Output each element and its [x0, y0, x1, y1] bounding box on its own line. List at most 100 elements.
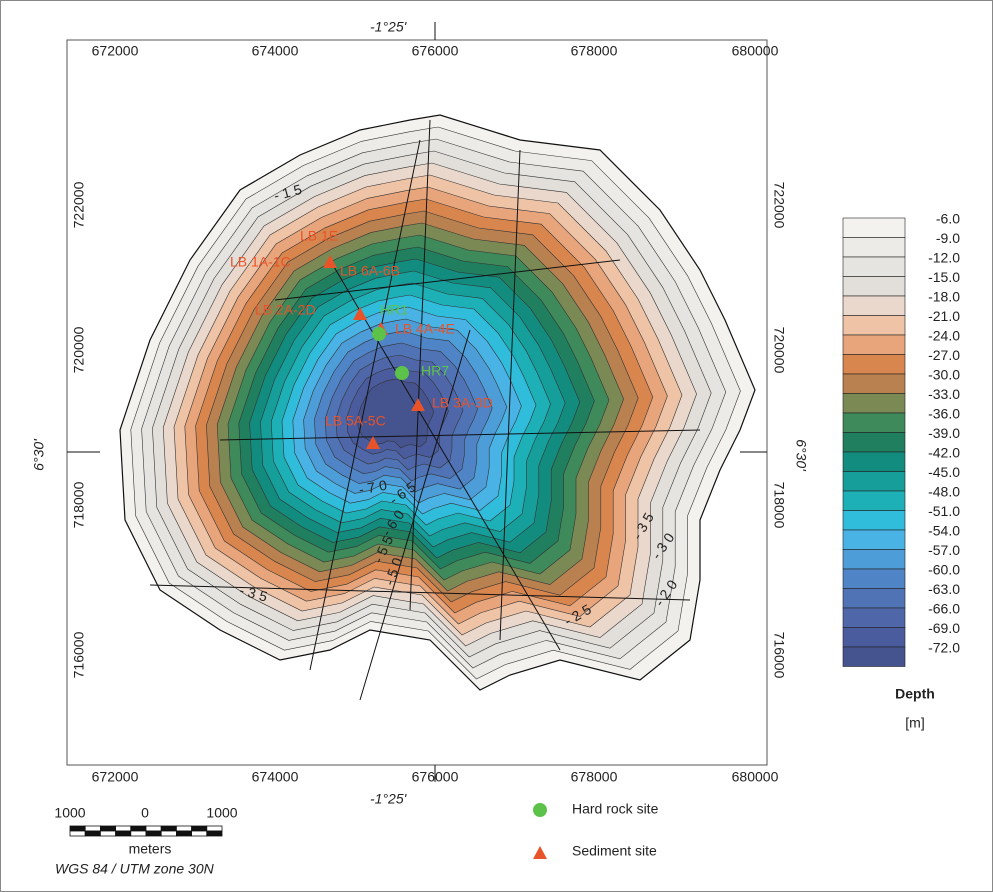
scale-segment	[191, 825, 208, 832]
hard-rock-marker	[372, 327, 386, 341]
hard-rock-site-label: HR1	[380, 302, 408, 318]
sediment-site-label: LB 6A-6B	[340, 263, 400, 279]
scale-segment	[84, 825, 101, 832]
top-tick-label: 680000	[732, 43, 779, 59]
legend-swatch	[842, 588, 906, 609]
scale-segment	[100, 825, 117, 832]
legend-swatch	[842, 412, 906, 433]
legend-swatch	[842, 393, 906, 414]
sediment-site-label: LB 3A-3D	[432, 395, 493, 411]
legend-level: -30.0	[928, 367, 960, 383]
bottom-center-label: -1°25'	[370, 791, 408, 807]
scale-segment	[115, 830, 132, 837]
scale-segment	[145, 830, 162, 837]
legend-level: -66.0	[928, 601, 960, 617]
top-tick-label: 676000	[412, 43, 459, 59]
hard-rock-site-label: HR7	[421, 363, 449, 379]
scale-segment	[145, 825, 162, 832]
hard-rock-marker	[395, 366, 409, 380]
legend-swatch	[842, 549, 906, 570]
scale-segment	[175, 830, 192, 837]
projection: WGS 84 / UTM zone 30N	[55, 861, 215, 877]
left-tick-label: 722000	[71, 181, 87, 228]
site-legend-item: Hard rock site	[572, 801, 659, 817]
bottom-tick-label: 680000	[732, 769, 779, 785]
sediment-marker	[353, 307, 367, 320]
sediment-site-label: LB 1A-1C	[230, 254, 291, 270]
legend-level: -51.0	[928, 503, 960, 519]
transect	[149, 584, 691, 601]
scale-segment	[191, 830, 208, 837]
scale-segment	[100, 830, 117, 837]
transect	[329, 259, 561, 651]
legend-swatch	[842, 451, 906, 472]
scale-label: 0	[141, 805, 149, 821]
legend-level: -21.0	[928, 308, 960, 324]
scale-segment	[130, 825, 147, 832]
legend-level: -12.0	[928, 250, 960, 266]
scale-label: 1000	[206, 805, 237, 821]
legend-level: -48.0	[928, 484, 960, 500]
site-legend-item: Sediment site	[572, 843, 657, 859]
left-tick-label: 720000	[71, 326, 87, 373]
legend-swatch	[842, 529, 906, 550]
legend-swatch	[842, 295, 906, 316]
legend-swatch	[842, 627, 906, 648]
scale-segment	[206, 825, 223, 832]
legend-level: -63.0	[928, 581, 960, 597]
legend-swatch	[842, 217, 906, 238]
legend-level: -54.0	[928, 523, 960, 539]
legend-hard-rock-marker	[533, 803, 547, 817]
bottom-tick-label: 678000	[571, 769, 618, 785]
scale-segment	[160, 825, 177, 832]
legend-level: -57.0	[928, 542, 960, 558]
right-center-label: 6°30'	[793, 439, 809, 472]
scale-segment	[69, 830, 86, 837]
legend-level: -33.0	[928, 386, 960, 402]
legend-unit: [m]	[905, 715, 924, 731]
legend-level: -39.0	[928, 425, 960, 441]
legend-level: -36.0	[928, 406, 960, 422]
left-center-label: 6°30'	[31, 438, 47, 471]
legend-level: -69.0	[928, 620, 960, 636]
bottom-tick-label: 674000	[252, 769, 299, 785]
right-tick-label: 722000	[771, 182, 787, 229]
scale-segment	[115, 825, 132, 832]
legend-swatch	[842, 373, 906, 394]
transects	[67, 22, 767, 782]
sediment-site-label: LB 2A-2D	[255, 302, 316, 318]
sediment-site-label: LB 1E	[300, 228, 338, 244]
legend-level: -72.0	[928, 640, 960, 656]
depth-layer	[357, 378, 435, 449]
sediment-marker	[411, 398, 425, 411]
scale-segment	[160, 830, 177, 837]
legend-swatch	[842, 471, 906, 492]
sediment-marker	[366, 436, 380, 449]
top-tick-label: 674000	[252, 43, 299, 59]
legend-swatch	[842, 276, 906, 297]
legend-sediment-marker	[533, 846, 547, 859]
legend-swatch	[842, 568, 906, 589]
transect	[359, 329, 471, 701]
scale-unit: meters	[129, 841, 172, 857]
legend-level: -27.0	[928, 347, 960, 363]
legend-title: Depth	[895, 686, 935, 702]
scale-segment	[84, 830, 101, 837]
legend-level: -9.0	[936, 230, 960, 246]
legend-swatch	[842, 256, 906, 277]
right-tick-label: 716000	[771, 632, 787, 679]
legend-level: -6.0	[936, 211, 960, 227]
legend-level: -42.0	[928, 445, 960, 461]
legend-level: -24.0	[928, 328, 960, 344]
legend-swatch	[842, 237, 906, 258]
lake	[119, 114, 756, 691]
legend-swatch	[842, 607, 906, 628]
contour-label: -70	[358, 476, 393, 497]
right-tick-label: 718000	[771, 482, 787, 529]
transect	[274, 259, 621, 301]
sediment-site-label: LB 5A-5C	[325, 413, 386, 429]
legend-swatch	[842, 354, 906, 375]
legend-swatch	[842, 646, 906, 667]
transect	[219, 429, 701, 441]
legend-swatch	[842, 490, 906, 511]
